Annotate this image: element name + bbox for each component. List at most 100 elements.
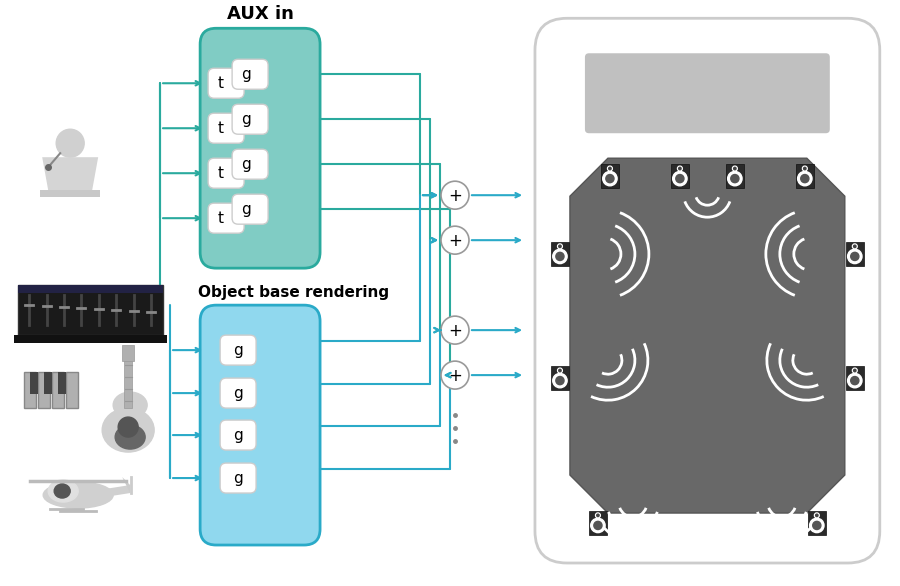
Circle shape [813,522,821,530]
FancyBboxPatch shape [208,203,244,233]
Text: t: t [218,76,224,91]
Text: g: g [233,471,243,486]
Polygon shape [122,477,130,493]
FancyBboxPatch shape [585,53,830,133]
Circle shape [676,175,684,183]
FancyBboxPatch shape [232,194,268,224]
Bar [38,372,50,408]
Ellipse shape [103,408,154,452]
Bar [846,242,864,266]
Circle shape [590,518,605,533]
Circle shape [608,168,611,170]
Circle shape [733,166,737,171]
Circle shape [853,369,856,372]
Circle shape [728,172,742,186]
Circle shape [557,244,562,248]
Circle shape [606,175,614,183]
Circle shape [848,373,862,388]
Bar [52,372,64,408]
FancyBboxPatch shape [208,113,244,143]
Circle shape [679,168,681,170]
Bar [31,372,38,394]
Bar [67,372,78,408]
Polygon shape [98,485,130,498]
Circle shape [814,513,819,518]
Ellipse shape [49,480,78,502]
Bar [44,372,52,394]
Circle shape [559,245,561,247]
Circle shape [118,417,139,437]
FancyBboxPatch shape [535,18,880,563]
Text: t: t [218,121,224,136]
Text: g: g [241,67,251,82]
Circle shape [441,181,469,209]
Circle shape [734,168,736,170]
Bar [58,372,67,394]
Text: g: g [241,156,251,172]
Circle shape [852,244,857,248]
Circle shape [596,513,600,518]
Text: +: + [448,367,462,385]
FancyBboxPatch shape [200,305,320,545]
Bar [726,164,744,188]
FancyBboxPatch shape [232,59,268,89]
FancyBboxPatch shape [220,463,256,493]
Ellipse shape [113,392,147,418]
Circle shape [557,368,562,373]
Bar [14,335,166,343]
Ellipse shape [43,482,113,508]
Circle shape [803,166,807,171]
FancyBboxPatch shape [208,158,244,188]
Circle shape [441,226,469,254]
Circle shape [815,514,818,516]
Circle shape [810,518,824,533]
Circle shape [441,361,469,389]
Bar [796,164,814,188]
Text: +: + [448,232,462,250]
FancyBboxPatch shape [232,104,268,134]
Text: g: g [233,428,243,442]
Text: g: g [233,386,243,401]
Circle shape [56,130,85,157]
Circle shape [559,369,561,372]
Bar [24,372,36,408]
Polygon shape [570,158,845,513]
FancyBboxPatch shape [220,378,256,408]
Circle shape [797,172,812,186]
Text: g: g [241,112,251,127]
Text: +: + [448,187,462,205]
Text: g: g [241,202,251,217]
Circle shape [678,166,682,171]
Circle shape [850,377,859,384]
Bar [122,345,134,361]
Circle shape [553,249,567,264]
FancyBboxPatch shape [220,420,256,450]
Circle shape [608,166,612,171]
Bar [551,366,569,390]
FancyBboxPatch shape [200,28,320,268]
Circle shape [553,373,567,388]
Text: g: g [233,343,243,357]
FancyBboxPatch shape [208,68,244,98]
Ellipse shape [54,484,70,498]
Polygon shape [42,157,98,190]
Circle shape [556,377,564,384]
Text: AUX in: AUX in [227,5,293,23]
Bar [551,242,569,266]
Text: +: + [448,322,462,340]
Bar [18,285,163,335]
Circle shape [597,514,599,516]
Circle shape [441,316,469,344]
Circle shape [603,172,617,186]
Circle shape [801,175,809,183]
Text: t: t [218,211,224,226]
Bar [670,164,688,188]
Text: Object base rendering: Object base rendering [198,285,389,300]
Circle shape [850,253,859,261]
Bar [589,511,607,535]
Circle shape [556,253,564,261]
Bar [601,164,619,188]
Circle shape [853,245,856,247]
Ellipse shape [115,425,145,449]
Circle shape [594,522,602,530]
